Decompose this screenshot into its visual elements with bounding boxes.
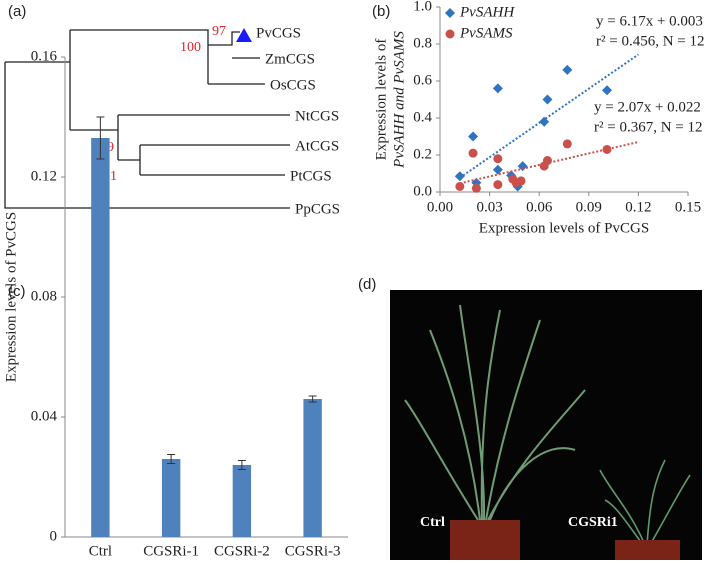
pot [450,520,520,560]
x-tick-label: Ctrl [89,543,112,559]
bar [303,399,322,537]
x-tick-label: 0.06 [526,199,553,215]
bar [91,138,110,537]
legend-label: PvSAMS [459,25,513,41]
x-tick-label: 0.03 [476,199,502,215]
legend-marker [445,8,455,18]
annotation: y = 2.07x + 0.022 [594,99,701,115]
y-tick-label: 0.08 [31,288,57,304]
x-tick-label: CGSRi-2 [214,543,270,559]
photo-label: CGSRi1 [568,515,618,530]
bootstrap: 100 [180,40,201,55]
point [601,85,612,96]
bar [232,465,252,537]
y-tick-label: 0.12 [31,168,57,184]
leaf: ZmCGS [265,51,315,67]
pot [615,540,680,560]
branches [4,29,290,209]
y-tick-label: 0.2 [413,146,432,162]
leaf: PtCGS [290,168,332,184]
error-bar [308,395,317,403]
error-bar [96,116,105,160]
panel-label: (d) [358,276,376,293]
point [516,176,526,186]
point [492,83,503,94]
panel-label: (b) [372,3,390,20]
point [517,161,528,172]
y-tick-label: 0.16 [31,48,58,64]
y-tick-label: 0.8 [413,35,432,51]
point [454,171,465,182]
leaf: PvCGS [256,25,301,41]
leaf: NtCGS [295,108,339,124]
y-tick-label: 0 [50,528,58,544]
y-axis-label: PvSAHH and PvSAMS [391,31,407,169]
point [562,64,573,75]
plant-small [599,459,691,546]
legend-label: PvSAHH [459,4,515,20]
annotation: r² = 0.367, N = 12 [594,119,703,135]
error-bar [237,460,246,470]
leaf: PpCGS [295,201,340,217]
point [493,180,503,190]
panel-label: (a) [8,3,26,20]
point [542,94,553,105]
point [562,139,572,149]
trend-line [459,53,639,179]
y-tick-label: 0.6 [413,72,432,88]
photo-label: Ctrl [420,515,445,530]
point [542,156,552,166]
point [471,183,481,193]
x-tick-label: 0.09 [576,199,602,215]
x-tick-label: 0.15 [675,199,701,215]
error-bar [167,454,176,464]
x-tick-label: CGSRi-1 [143,543,199,559]
x-tick-label: CGSRi-3 [285,543,341,559]
point [468,131,479,142]
legend-marker [445,29,455,39]
y-tick-label: 0.0 [413,183,432,199]
point [492,164,503,175]
bootstrap: 97 [212,24,226,39]
leaf: OsCGS [270,77,316,93]
x-tick-label: 0.12 [625,199,651,215]
point [493,154,503,164]
leaf: AtCGS [295,138,339,154]
annotation: y = 6.17x + 0.003 [596,13,703,29]
x-axis-label: Expression levels of PvCGS [479,220,649,236]
point [602,144,612,154]
point [468,148,478,158]
plant-large [404,304,586,521]
annotation: r² = 0.456, N = 12 [596,33,705,49]
point [539,116,550,127]
y-axis-label: Expression levels of [373,39,389,161]
bar [161,459,181,537]
y-tick-label: 0.04 [31,408,58,424]
y-tick-label: 0.4 [413,109,432,125]
y-tick-label: 1.0 [413,0,432,14]
panel-label: (c) [8,283,26,300]
photo: Ctrl CGSRi1 [390,290,702,560]
x-tick-label: 0.00 [427,199,453,215]
point [455,181,465,191]
y-axis-label: Expression levels of PvCGS [3,212,19,382]
highlight-triangle [236,28,252,42]
